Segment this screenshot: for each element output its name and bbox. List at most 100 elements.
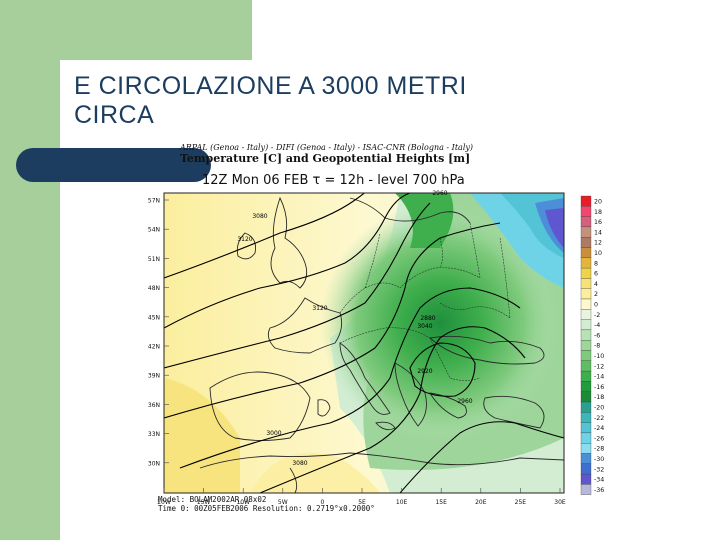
- contour-label: 3120: [237, 236, 252, 243]
- colorbar-swatch: [580, 412, 592, 423]
- colorbar-swatch: [580, 463, 592, 475]
- latitude-label: 45N: [148, 314, 160, 321]
- slide-title: E CIRCOLAZIONE A 3000 METRI CIRCA: [74, 72, 594, 130]
- colorbar-swatch: [580, 247, 592, 258]
- colorbar-swatch: [580, 453, 592, 464]
- colorbar-swatch: [580, 226, 592, 238]
- contour-label: 3080: [252, 213, 267, 220]
- colorbar-label: -22: [594, 415, 604, 422]
- colorbar-swatch: [580, 329, 592, 341]
- colorbar-swatch: [580, 309, 592, 320]
- map-axes: [163, 192, 565, 494]
- colorbar-label: -28: [594, 446, 604, 453]
- colorbar-swatch: [580, 195, 592, 207]
- colorbar-label: 16: [594, 219, 602, 226]
- longitude-label: 25E: [515, 499, 527, 506]
- latitude-label: 36N: [148, 402, 160, 409]
- contour-label: 3120: [312, 305, 327, 312]
- colorbar-label: 6: [594, 271, 598, 278]
- latitude-label: 39N: [148, 373, 160, 380]
- contour-label: 2880: [420, 315, 435, 322]
- temperature-field: [164, 193, 564, 493]
- slide-title-line1: E CIRCOLAZIONE A 3000 METRI: [74, 72, 467, 100]
- colorbar-swatch: [580, 257, 592, 269]
- colorbar-label: 2: [594, 291, 598, 298]
- colorbar-label: 0: [594, 302, 598, 309]
- colorbar-swatch: [580, 288, 592, 300]
- colorbar-label: 12: [594, 240, 602, 247]
- colorbar-swatch: [580, 340, 592, 351]
- latitude-label: 48N: [148, 285, 160, 292]
- colorbar-label: -4: [594, 322, 600, 329]
- latitude-label: 54N: [148, 227, 160, 234]
- longitude-label: 15W: [197, 499, 211, 506]
- colorbar-swatch: [580, 422, 592, 434]
- longitude-label: 15E: [435, 499, 447, 506]
- contour-label: 2960: [432, 190, 447, 197]
- colorbar-swatch: [580, 360, 592, 372]
- map-svg: 57N 54N 51N 48N 45N 42N 39N 36N 33N 30N 20W 15W 10W…: [148, 190, 604, 506]
- colorbar-label: -24: [594, 425, 604, 432]
- colorbar-label: -14: [594, 374, 604, 381]
- temperature-colorbar: 20181614121086420-2-4-6-8-10-12-14-16-18…: [580, 195, 604, 495]
- colorbar-label: 8: [594, 260, 598, 267]
- colorbar-label: 20: [594, 199, 602, 206]
- colorbar-label: -12: [594, 363, 604, 370]
- map-subtitle: Temperature [C] and Geopotential Heights…: [180, 152, 471, 165]
- geopotential-contours: [164, 193, 564, 493]
- map-credits: ARPAL (Genoa - Italy) - DIFI (Genoa - It…: [180, 143, 474, 152]
- longitude-label: 20E: [475, 499, 487, 506]
- colorbar-label: -20: [594, 405, 604, 412]
- slide-title-line2: CIRCA: [74, 101, 155, 129]
- colorbar-label: -30: [594, 456, 604, 463]
- colorbar-label: -34: [594, 477, 604, 484]
- colorbar-label: -10: [594, 353, 604, 360]
- colorbar-label: -26: [594, 435, 604, 442]
- map-footer-time: Time 0: 00Z05FEB2006 Resolution: 0.2719°…: [158, 504, 375, 513]
- map-valid-time: 12Z Mon 06 FEB τ = 12h - level 700 hPa: [202, 173, 465, 188]
- colorbar-label: -6: [594, 332, 600, 339]
- country-borders: [339, 222, 511, 381]
- longitude-label: 30E: [554, 499, 566, 506]
- colorbar-label: -18: [594, 394, 604, 401]
- latitude-label: 51N: [148, 256, 160, 263]
- colorbar-label: 18: [594, 209, 602, 216]
- longitude-label: 5W: [278, 499, 288, 506]
- longitude-label: 5E: [358, 499, 366, 506]
- colorbar-swatch: [580, 216, 592, 228]
- longitude-label: 0: [320, 499, 324, 506]
- colorbar-label: 14: [594, 229, 602, 236]
- colorbar-swatch: [580, 278, 592, 289]
- coastlines: [199, 196, 564, 493]
- colorbar-swatch: [580, 206, 592, 217]
- contour-label: 3000: [266, 430, 281, 437]
- colorbar-swatch: [580, 237, 592, 248]
- colorbar-swatch: [580, 370, 592, 382]
- latitude-labels: 57N 54N 51N 48N 45N 42N 39N 36N 33N 30N: [148, 198, 160, 468]
- colorbar-swatch: [580, 350, 592, 361]
- colorbar-label: 10: [594, 250, 602, 257]
- latitude-label: 57N: [148, 198, 160, 205]
- colorbar-label: -32: [594, 466, 604, 473]
- colorbar-swatch: [580, 443, 592, 454]
- latitude-label: 42N: [148, 344, 160, 351]
- colorbar-swatch: [580, 267, 592, 279]
- colorbar-label: -16: [594, 384, 604, 391]
- contour-label: 3040: [417, 323, 432, 330]
- colorbar-label: -8: [594, 343, 600, 350]
- colorbar-swatch: [580, 473, 592, 485]
- colorbar-swatch: [580, 298, 592, 310]
- colorbar-swatch: [580, 401, 592, 413]
- map-footer-model: Model: BOLAM2002AR_08x02: [158, 495, 267, 504]
- colorbar-label: -2: [594, 312, 600, 319]
- colorbar-swatch: [580, 391, 592, 403]
- colorbar-swatch: [580, 381, 592, 392]
- longitude-label: 10W: [236, 499, 250, 506]
- longitude-label: 10E: [396, 499, 408, 506]
- colorbar-swatch: [580, 484, 592, 495]
- decor-title-pill: [16, 148, 211, 182]
- contour-label: 2960: [457, 398, 472, 405]
- colorbar-label: -36: [594, 487, 604, 494]
- colorbar-swatch: [580, 319, 592, 331]
